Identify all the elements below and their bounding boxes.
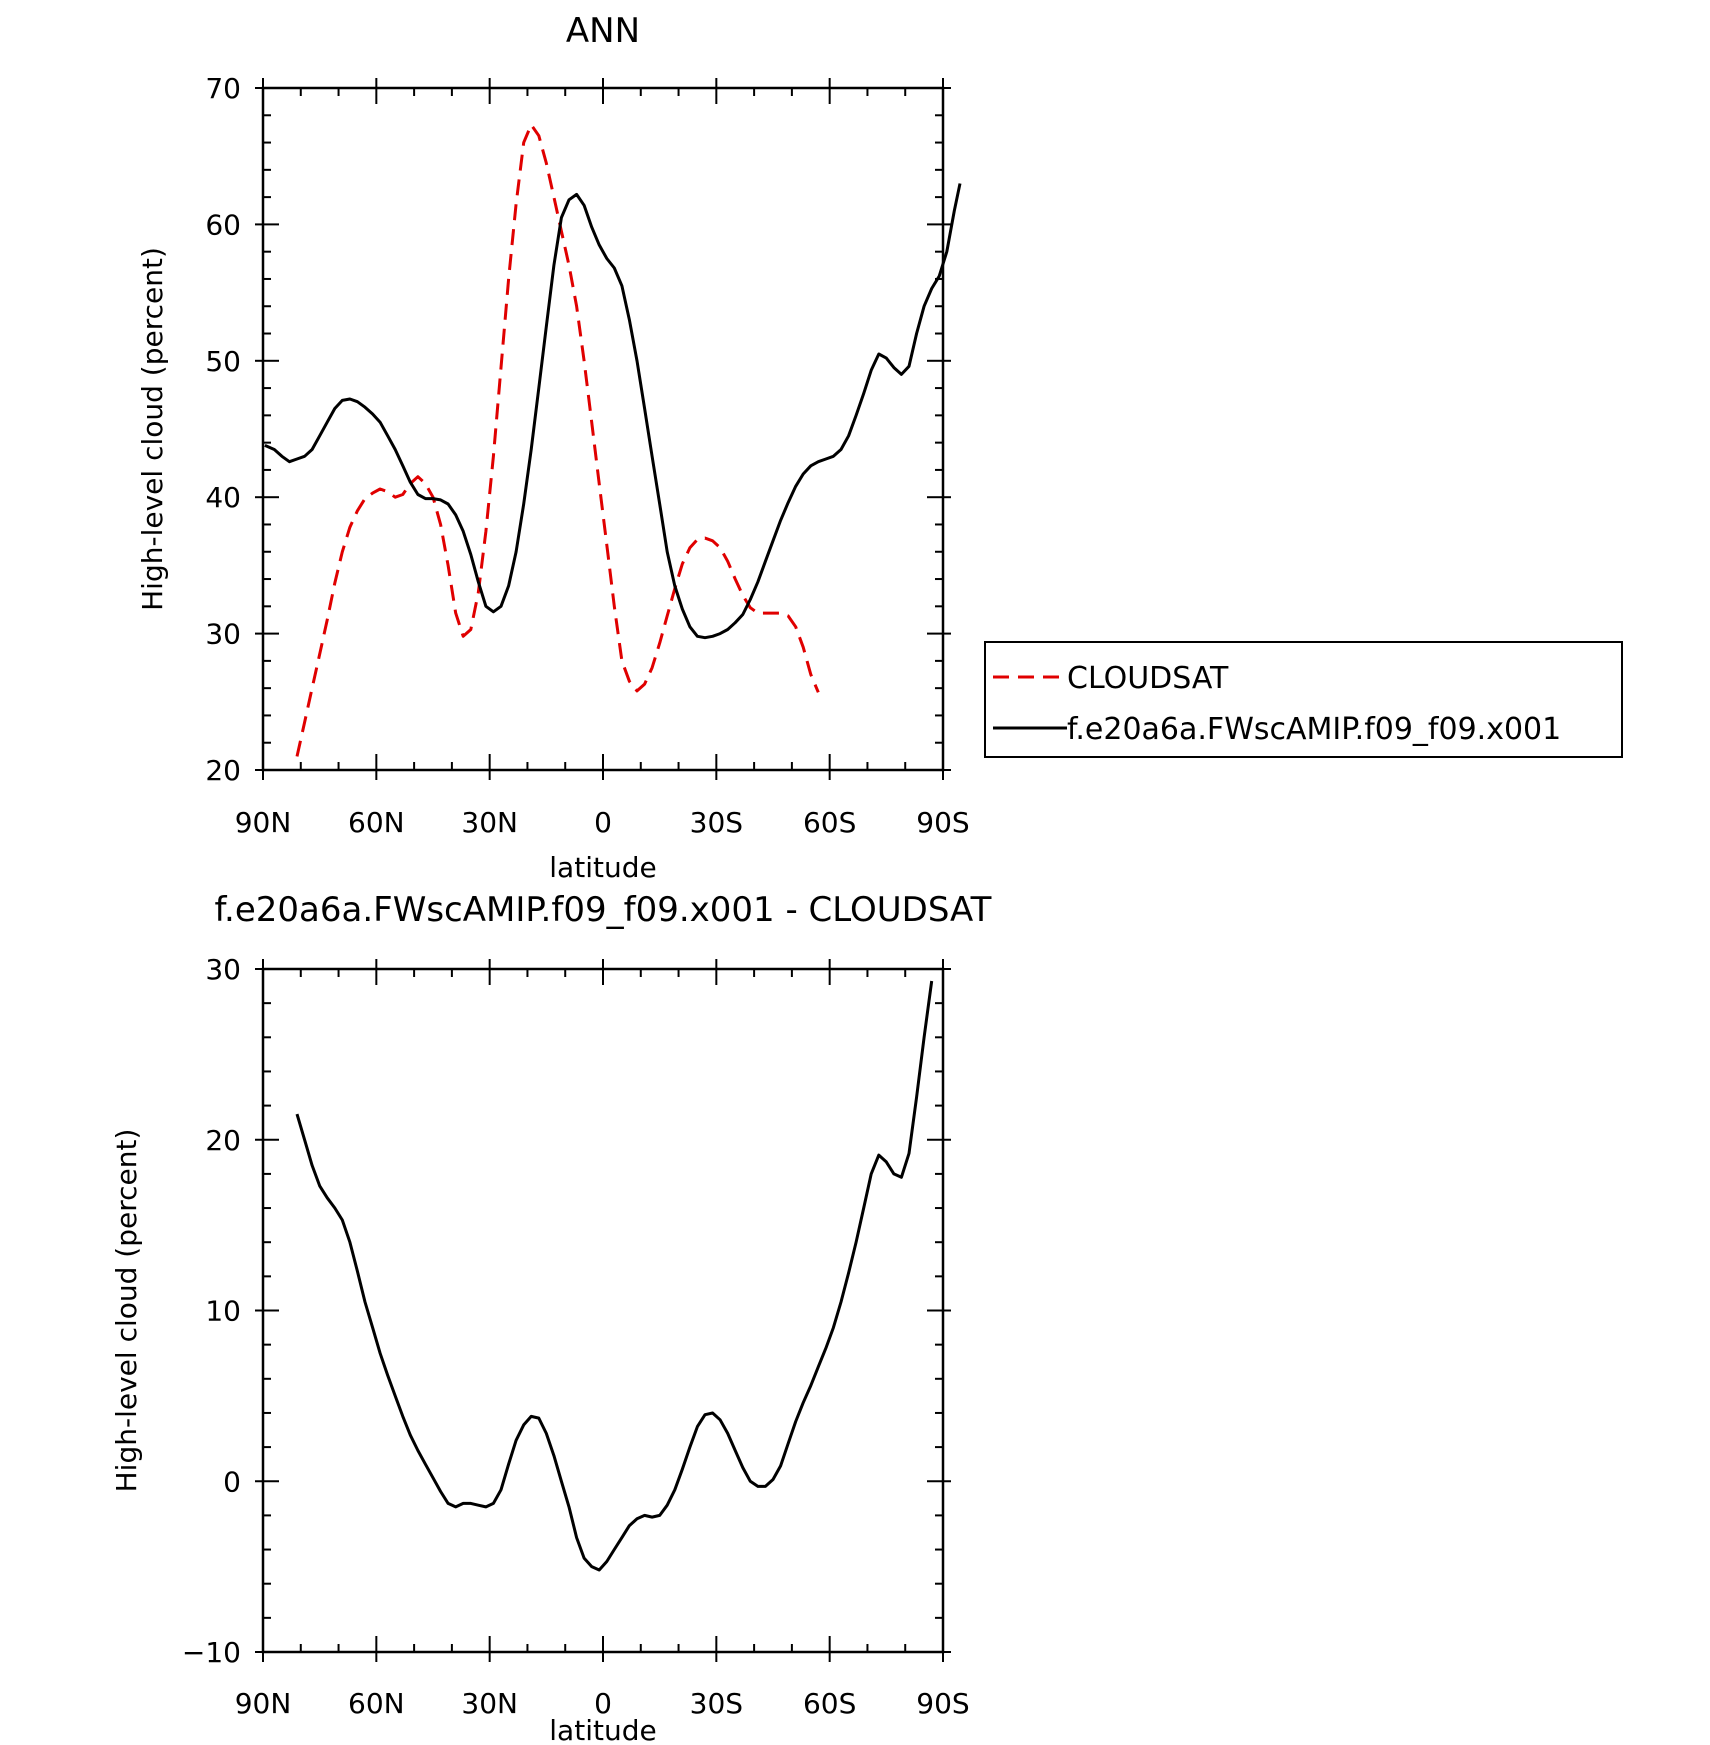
plot-panel-1 xyxy=(255,78,962,780)
y-tick-label: −10 xyxy=(182,1636,241,1669)
plot-frame xyxy=(261,967,945,1654)
y-tick-label: 10 xyxy=(205,1295,241,1328)
x-tick-label: 0 xyxy=(594,1687,612,1720)
x-tick-label: 60N xyxy=(348,806,405,839)
x-tick-label: 60N xyxy=(348,1687,405,1720)
y-axis-label: High-level cloud (percent) xyxy=(136,247,169,611)
y-tick-label: 20 xyxy=(205,1124,241,1157)
x-axis-label: latitude xyxy=(549,851,656,884)
series-line-difference xyxy=(295,980,934,1572)
x-axis-label: latitude xyxy=(549,1714,656,1745)
x-tick-label: 90N xyxy=(235,1687,292,1720)
plot-frame xyxy=(261,86,945,772)
series-line-cloudsat xyxy=(295,123,820,757)
x-tick-label: 60S xyxy=(803,806,856,839)
y-tick-label: 30 xyxy=(205,618,241,651)
x-tick-label: 0 xyxy=(594,806,612,839)
legend-entry: f.e20a6a.FWscAMIP.f09_f09.x001 xyxy=(1067,712,1561,747)
legend: CLOUDSAT f.e20a6a.FWscAMIP.f09_f09.x001 xyxy=(984,641,1623,758)
x-tick-label: 30S xyxy=(690,806,743,839)
chart-title: ANN xyxy=(566,11,640,51)
chart-title: f.e20a6a.FWscAMIP.f09_f09.x001 - CLOUDSA… xyxy=(215,890,992,930)
legend-box xyxy=(984,641,1623,758)
y-axis-label: High-level cloud (percent) xyxy=(110,1129,143,1493)
y-tick-label: 0 xyxy=(223,1465,241,1498)
x-tick-label: 90S xyxy=(916,806,969,839)
x-tick-label: 30N xyxy=(461,1687,518,1720)
y-tick-label: 50 xyxy=(205,345,241,378)
y-tick-label: 20 xyxy=(205,754,241,787)
y-tick-label: 30 xyxy=(205,953,241,986)
series-line-f-e20a6a-fwscamip-f09-f09-x001 xyxy=(264,183,962,640)
x-tick-label: 90N xyxy=(235,806,292,839)
x-tick-label: 60S xyxy=(803,1687,856,1720)
x-tick-label: 90S xyxy=(916,1687,969,1720)
y-tick-label: 70 xyxy=(205,72,241,105)
y-tick-label: 40 xyxy=(205,481,241,514)
x-tick-label: 30S xyxy=(690,1687,743,1720)
y-tick-label: 60 xyxy=(205,208,241,241)
legend-entry: CLOUDSAT xyxy=(1067,661,1229,696)
plot-panel-2 xyxy=(255,959,951,1662)
x-tick-label: 30N xyxy=(461,806,518,839)
